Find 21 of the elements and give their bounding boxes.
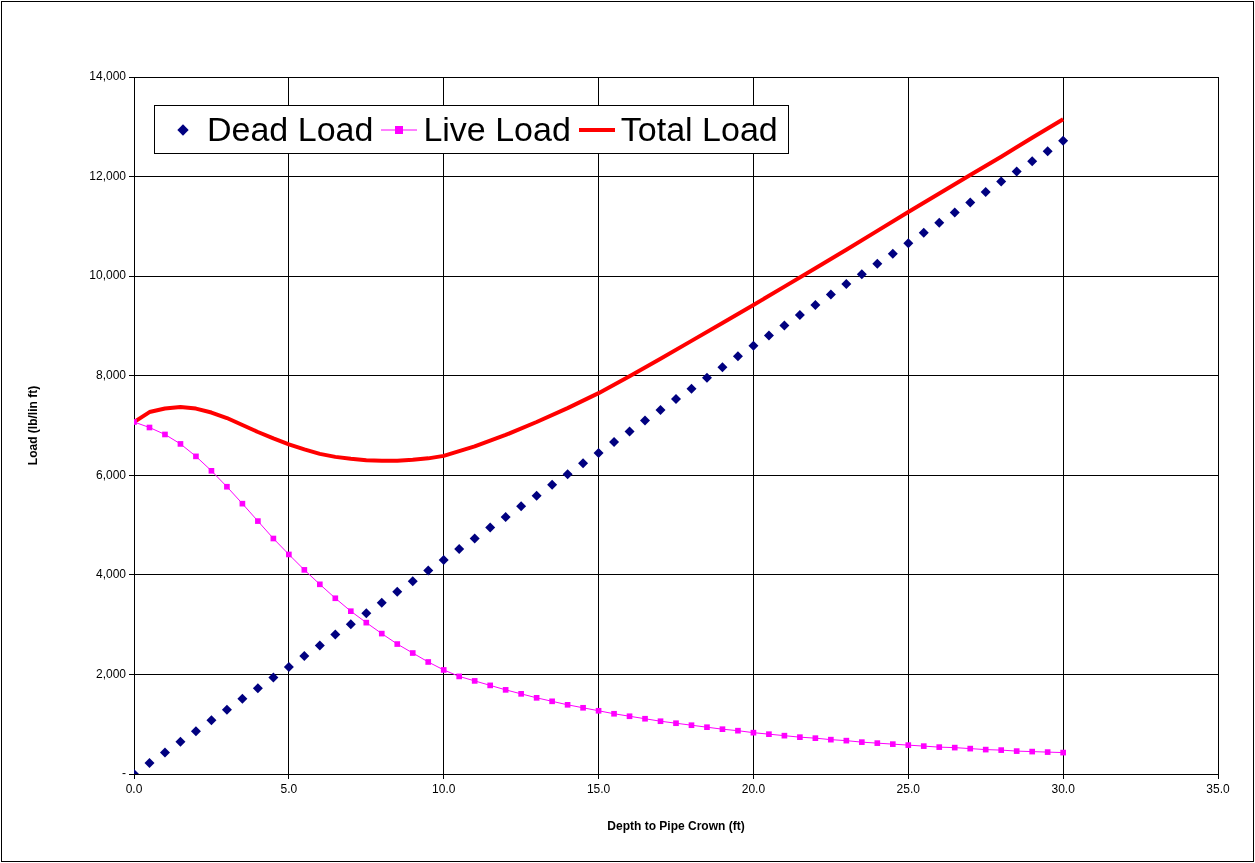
y-tick-label: - — [122, 766, 126, 781]
y-tick-label: 10,000 — [89, 268, 127, 283]
y-tick-label: 8,000 — [95, 368, 127, 383]
x-tick-label: 5.0 — [280, 781, 298, 796]
x-tick-label: 10.0 — [432, 781, 456, 796]
x-tick-label: 25.0 — [896, 781, 921, 796]
y-tick-label: 14,000 — [89, 69, 127, 84]
legend-label: Live Load — [423, 110, 571, 149]
x-tick-label: 35.0 — [1206, 781, 1230, 796]
x-axis-title: Depth to Pipe Crown (ft) — [607, 819, 745, 834]
y-tick-label: 4,000 — [95, 567, 127, 582]
y-tick-label: 2,000 — [95, 666, 127, 681]
x-tick-label: 20.0 — [741, 781, 766, 796]
legend-label: Dead Load — [207, 110, 374, 149]
y-tick-label: 12,000 — [89, 168, 127, 183]
x-tick-label: 30.0 — [1051, 781, 1076, 796]
legend-label: Total Load — [620, 110, 778, 149]
x-tick-label: 15.0 — [586, 781, 611, 796]
x-tick-label: 0.0 — [125, 781, 143, 796]
y-axis-title: Load (lb/lin ft) — [25, 385, 40, 466]
y-tick-label: 6,000 — [95, 467, 127, 482]
